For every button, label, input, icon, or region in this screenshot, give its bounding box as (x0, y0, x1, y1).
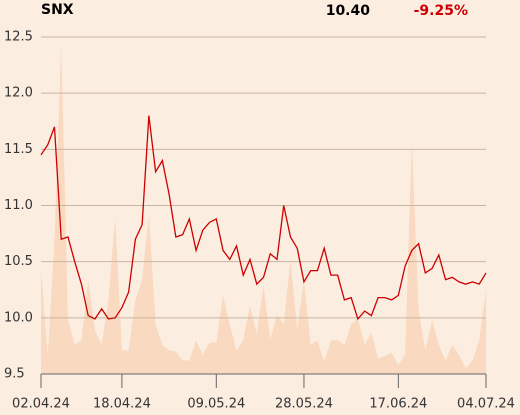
x-tick-label: 09.05.24 (187, 397, 245, 412)
change: -9.25% (414, 3, 468, 19)
price-line (40, 115, 487, 321)
y-tick-label: 10.5 (4, 254, 33, 269)
y-tick-label: 9.5 (4, 367, 25, 382)
x-tick-label: 18.04.24 (93, 397, 151, 412)
y-tick-label: 11.5 (4, 142, 33, 157)
price: 10.40 (326, 3, 371, 19)
y-tick-label: 12.5 (4, 30, 33, 45)
y-tick-label: 11.0 (4, 198, 33, 213)
y-tick-label: 10.0 (4, 310, 33, 325)
x-tick-label: 02.04.24 (12, 397, 70, 412)
volume-area (41, 44, 486, 374)
y-tick-label: 12.0 (4, 86, 33, 101)
x-tick-label: 17.06.24 (369, 397, 427, 412)
symbol: SNX (41, 2, 74, 18)
x-tick-label: 28.05.24 (275, 397, 333, 412)
x-tick-label: 04.07.24 (457, 397, 515, 412)
